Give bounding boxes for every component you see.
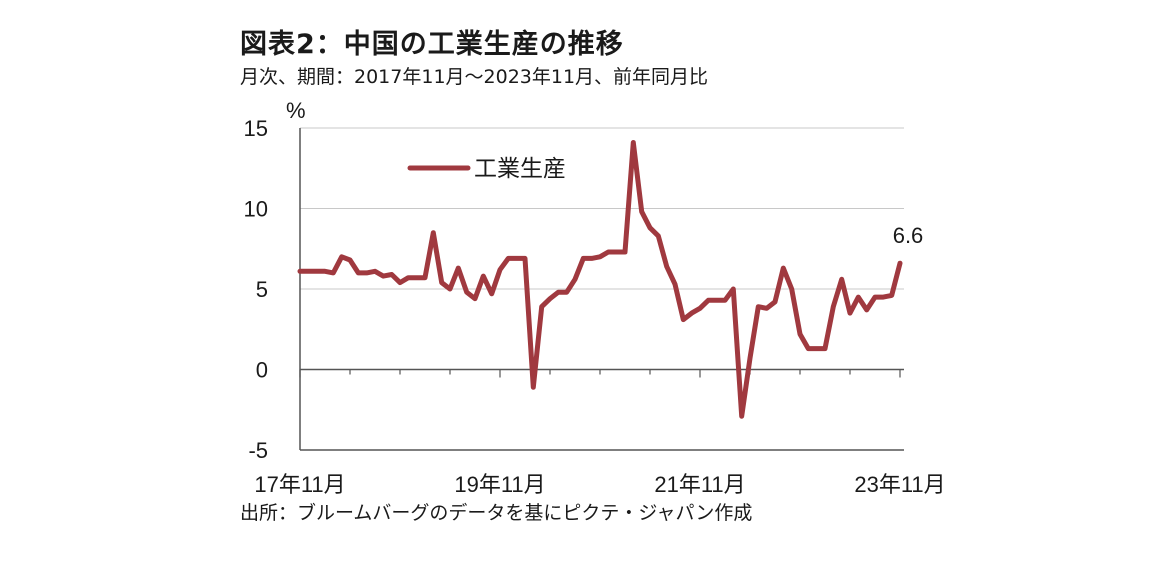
y-tick-label: 15 xyxy=(244,116,268,141)
gridlines xyxy=(300,127,904,290)
x-tick-label: 17年11月 xyxy=(254,472,345,497)
axes xyxy=(299,128,904,451)
legend-label: 工業生産 xyxy=(474,156,566,182)
source-note: 出所：ブルームバーグのデータを基にピクテ・ジャパン作成 xyxy=(240,502,753,524)
y-tick-label: 10 xyxy=(244,197,268,222)
y-tick-label: -5 xyxy=(248,438,268,463)
y-tick-label: 5 xyxy=(256,277,268,302)
chart-title: 図表2：中国の工業生産の推移 xyxy=(240,29,624,60)
y-unit-label: % xyxy=(286,98,306,123)
legend: 工業生産 xyxy=(407,156,566,182)
x-tick-label: 23年11月 xyxy=(854,472,945,497)
series-line-industrial-production xyxy=(297,140,903,419)
chart-subtitle: 月次、期間：2017年11月～2023年11月、前年同月比 xyxy=(240,66,709,88)
series-layer xyxy=(297,140,903,419)
tick-labels: 15 10 5 0 -5 17年11月 19年11月 21年11月 23年11月 xyxy=(244,116,946,497)
y-tick-label: 0 xyxy=(256,358,268,383)
x-tick-label: 19年11月 xyxy=(454,472,545,497)
last-value-label: 6.6 xyxy=(893,223,924,248)
x-tick-label: 21年11月 xyxy=(654,472,745,497)
